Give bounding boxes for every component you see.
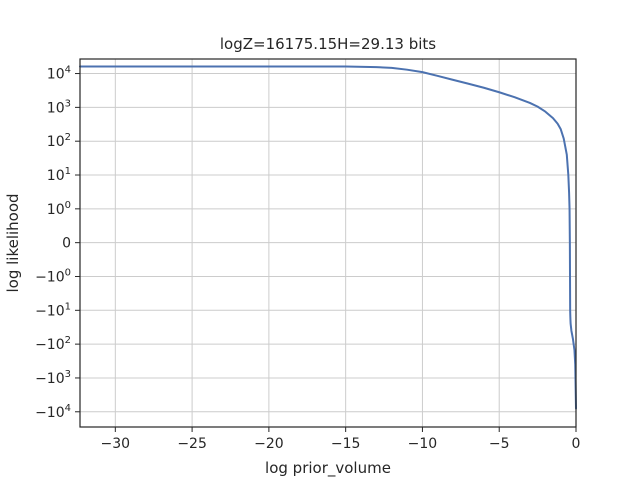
y-tick-base: −10 [35, 337, 65, 353]
series-layer [79, 65, 577, 410]
y-tick-label: −103 [35, 369, 71, 387]
y-tick-base: 10 [47, 168, 65, 184]
y-tick-base: −10 [35, 269, 65, 285]
y-tick-exponent: 1 [65, 166, 71, 177]
y-tick-base: −10 [35, 303, 65, 319]
y-tick-label: −102 [35, 335, 71, 353]
x-axis-label: log prior_volume [265, 459, 391, 478]
y-tick-label: 102 [47, 132, 71, 150]
y-tick-exponent: 3 [65, 369, 71, 380]
series-line-0 [79, 65, 577, 410]
x-tick-label: 0 [572, 436, 581, 452]
y-tick-exponent: 3 [65, 98, 71, 109]
y-tick-exponent: 1 [65, 301, 71, 312]
y-tick-exponent: 4 [65, 403, 71, 414]
y-tick-base: 10 [47, 100, 65, 116]
y-tick-exponent: 2 [65, 335, 71, 346]
x-tick-label: −5 [489, 436, 510, 452]
y-tick-base: 10 [47, 134, 65, 150]
y-tick-label: −101 [35, 301, 71, 319]
y-axis-label: log likelihood [4, 193, 22, 292]
y-tick-base: −10 [35, 405, 65, 421]
x-tick-label: −15 [331, 436, 361, 452]
x-tick-label: −20 [254, 436, 284, 452]
tick-label-layer: −30 −25 −20 −15 −10 −5 01041031021011000−100−1… [35, 65, 580, 452]
y-tick-label: 100 [47, 200, 71, 218]
y-tick-base: 0 [62, 236, 71, 252]
y-tick-label: 101 [47, 166, 71, 184]
tick-layer [75, 73, 577, 432]
y-tick-label: 104 [47, 65, 71, 83]
y-tick-exponent: 4 [65, 65, 71, 76]
y-tick-label: −104 [35, 403, 71, 421]
y-tick-label: 103 [47, 98, 71, 116]
y-tick-label: 0 [62, 236, 71, 252]
y-tick-base: −10 [35, 371, 65, 387]
grid-layer [80, 59, 577, 427]
x-tick-label: −10 [408, 436, 438, 452]
chart-title: logZ=16175.15H=29.13 bits [220, 35, 436, 53]
y-tick-base: 10 [47, 67, 65, 83]
y-tick-exponent: 0 [65, 267, 71, 278]
x-tick-label: −30 [101, 436, 131, 452]
y-tick-exponent: 2 [65, 132, 71, 143]
y-tick-label: −100 [35, 267, 71, 285]
y-tick-exponent: 0 [65, 200, 71, 211]
x-tick-label: −25 [177, 436, 207, 452]
y-tick-base: 10 [47, 202, 65, 218]
